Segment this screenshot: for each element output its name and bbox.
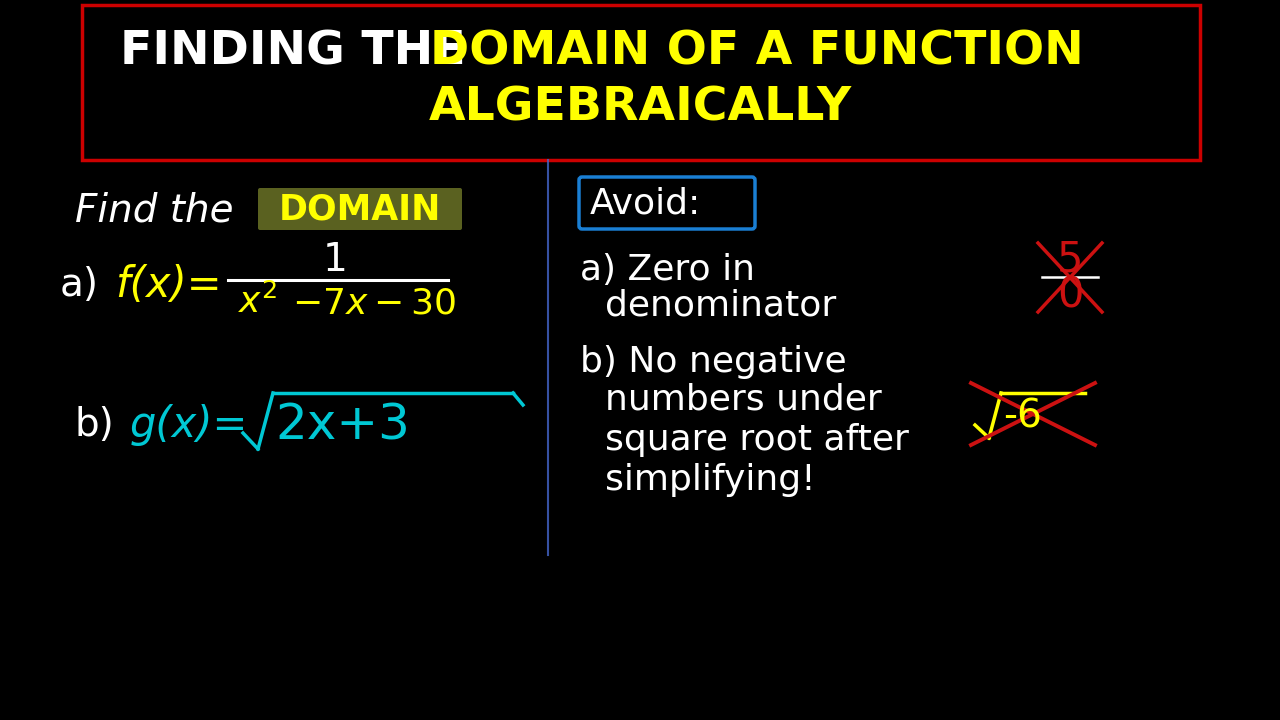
Text: $-7x-30$: $-7x-30$	[292, 287, 457, 321]
Text: denominator: denominator	[605, 288, 836, 322]
Text: simplifying!: simplifying!	[605, 463, 815, 497]
Text: f(x)=: f(x)=	[115, 264, 221, 306]
Text: 5: 5	[1057, 239, 1083, 281]
Text: 2x+3: 2x+3	[275, 401, 410, 449]
Text: 1: 1	[323, 241, 347, 279]
Text: a) Zero in: a) Zero in	[580, 253, 755, 287]
Text: $x^2$: $x^2$	[238, 284, 278, 320]
Text: a): a)	[60, 266, 99, 304]
Text: FINDING THE: FINDING THE	[120, 30, 483, 74]
Text: b) No negative: b) No negative	[580, 345, 846, 379]
Text: -6: -6	[1004, 398, 1042, 436]
Text: DOMAIN OF A FUNCTION: DOMAIN OF A FUNCTION	[430, 30, 1084, 74]
FancyBboxPatch shape	[259, 188, 462, 230]
Text: Find the: Find the	[76, 191, 233, 229]
Text: 0: 0	[1057, 274, 1083, 316]
Text: g(x)=: g(x)=	[131, 404, 248, 446]
Text: numbers under: numbers under	[605, 383, 882, 417]
Text: b): b)	[76, 406, 115, 444]
Text: DOMAIN: DOMAIN	[279, 192, 442, 226]
Text: square root after: square root after	[605, 423, 909, 457]
Text: ALGEBRAICALLY: ALGEBRAICALLY	[429, 86, 851, 130]
Text: Avoid:: Avoid:	[590, 186, 701, 220]
